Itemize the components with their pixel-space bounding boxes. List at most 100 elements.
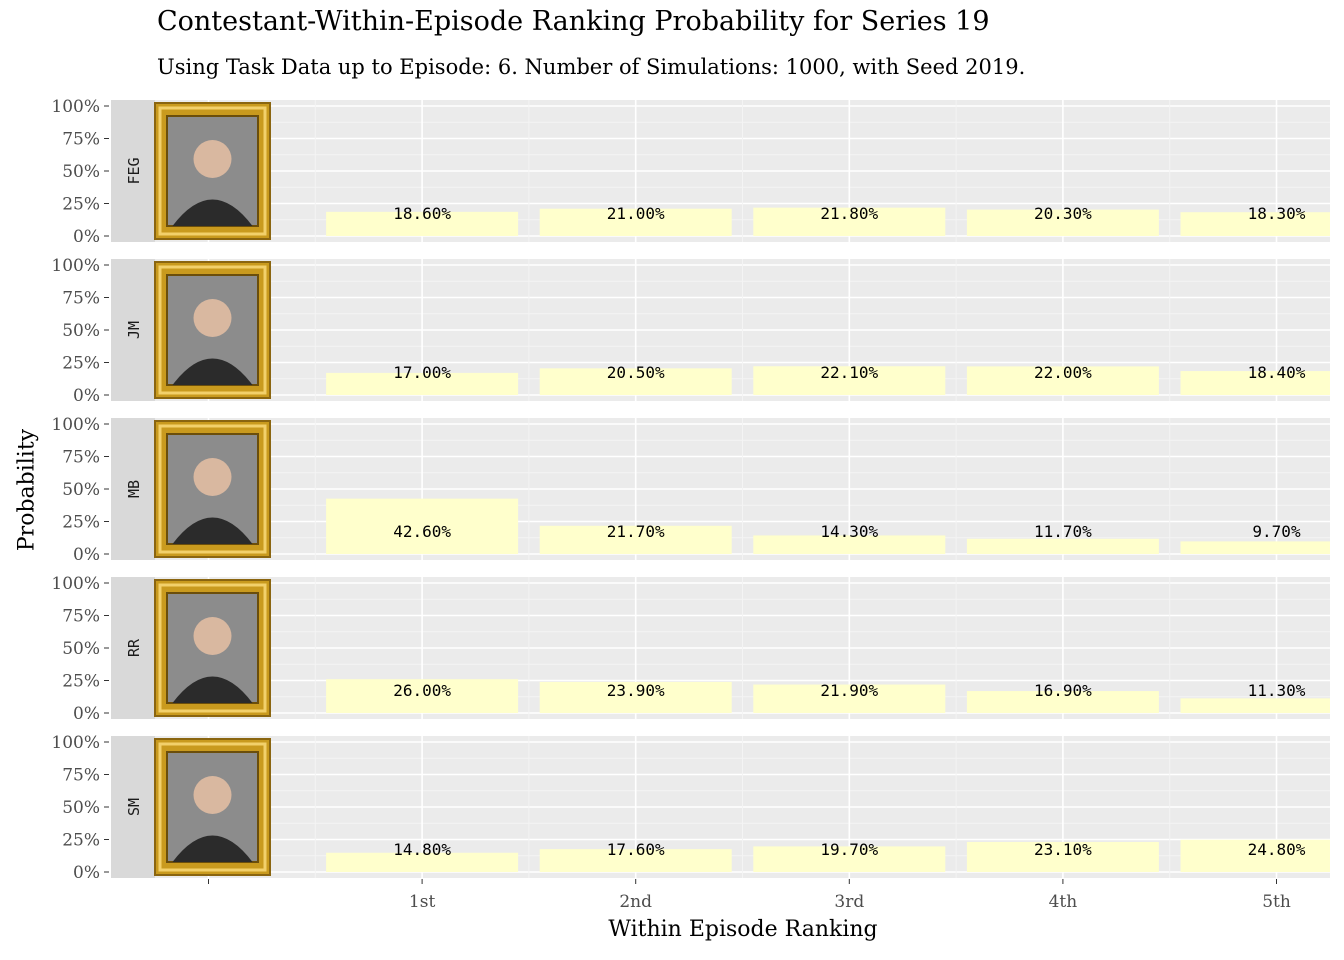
y-tick-label: 0% [73, 227, 100, 247]
facet-strip [111, 736, 155, 878]
portrait-head [193, 617, 232, 655]
facet-strip [111, 577, 155, 719]
portrait-frame-highlight [158, 742, 267, 872]
y-tick-label: 0% [73, 545, 100, 565]
bar-value-label: 17.60% [607, 840, 665, 859]
y-tick-label: 0% [73, 863, 100, 883]
bar [326, 372, 519, 395]
bar [326, 679, 519, 713]
bar-value-label: 22.00% [1034, 363, 1092, 382]
x-tick-label: 4th [1049, 892, 1078, 912]
bar-value-label: 21.00% [607, 204, 665, 223]
facet-sm: SM 0% 25% 50% 75% 100% 14.80% 17.60% 19.70% 23.10… [51, 733, 1330, 883]
bar [753, 684, 946, 713]
y-tick-label: 50% [62, 480, 100, 500]
bar-value-label: 20.50% [607, 363, 665, 382]
bar-value-label: 11.30% [1248, 681, 1306, 700]
bar [539, 368, 732, 395]
y-tick-label: 25% [62, 672, 100, 692]
portrait-head [193, 140, 232, 178]
bar-value-label: 17.00% [393, 363, 451, 382]
bar [1180, 839, 1330, 872]
bar [539, 525, 732, 554]
y-tick-label: 25% [62, 831, 100, 851]
y-tick-label: 75% [62, 766, 100, 786]
bar-value-label: 24.80% [1248, 840, 1306, 859]
y-axis-label: Probability [14, 428, 40, 552]
bar [1180, 541, 1330, 554]
bar-value-label: 42.60% [393, 522, 451, 541]
portrait-frame-highlight [158, 424, 267, 554]
y-tick-label: 75% [62, 607, 100, 627]
bar-value-label: 20.30% [1034, 204, 1092, 223]
x-tick-label: 3rd [834, 892, 864, 912]
y-tick-label: 50% [62, 639, 100, 659]
y-tick-label: 100% [51, 574, 100, 594]
bar-value-label: 26.00% [393, 681, 451, 700]
bar-value-label: 22.10% [820, 363, 878, 382]
chart-subtitle: Using Task Data up to Episode: 6. Number… [157, 55, 1026, 79]
bar [326, 498, 519, 554]
bar [753, 366, 946, 395]
bar-value-label: 9.70% [1252, 522, 1301, 541]
y-tick-label: 75% [62, 448, 100, 468]
bar-value-label: 23.90% [607, 681, 665, 700]
bar-value-label: 14.30% [820, 522, 878, 541]
bar-value-label: 14.80% [393, 840, 451, 859]
x-axis-label: Within Episode Ranking [608, 917, 878, 942]
bar [1180, 212, 1330, 236]
facet-strip-label: FEG [125, 157, 143, 184]
facet-jm: JM 0% 25% 50% 75% 100% 17.00% 20.50% 22.10% 22.00… [51, 256, 1330, 406]
y-tick-label: 0% [73, 704, 100, 724]
y-tick-label: 100% [51, 415, 100, 435]
y-tick-label: 100% [51, 97, 100, 117]
bar [326, 211, 519, 236]
bar [539, 681, 732, 713]
portrait-body [172, 835, 253, 862]
bar-value-label: 23.10% [1034, 840, 1092, 859]
portrait-head [193, 776, 232, 814]
bar [326, 852, 519, 872]
portrait-frame-highlight [158, 265, 267, 395]
y-tick-label: 50% [62, 162, 100, 182]
bar [539, 849, 732, 872]
facet-strip-label: RR [125, 638, 143, 657]
y-tick-label: 25% [62, 513, 100, 533]
bar-value-label: 21.70% [607, 522, 665, 541]
portrait-body [172, 676, 253, 703]
y-tick-label: 100% [51, 256, 100, 276]
x-tick-label: 1st [409, 892, 436, 912]
y-tick-label: 75% [62, 130, 100, 150]
bar-value-label: 21.80% [820, 204, 878, 223]
portrait-body [172, 199, 253, 226]
facet-strip [111, 259, 155, 401]
bar [966, 841, 1159, 872]
portrait-head [193, 299, 232, 337]
bar [539, 208, 732, 236]
bar [966, 366, 1159, 395]
bar [753, 846, 946, 872]
bar [966, 691, 1159, 713]
facet-strip [111, 418, 155, 560]
bar [966, 209, 1159, 236]
portrait-frame-highlight [158, 106, 267, 236]
bar [753, 535, 946, 554]
y-tick-label: 25% [62, 195, 100, 215]
portrait-head [193, 458, 232, 496]
y-tick-label: 0% [73, 386, 100, 406]
bar [753, 207, 946, 236]
portrait-body [172, 358, 253, 385]
y-tick-label: 50% [62, 798, 100, 818]
y-tick-label: 75% [62, 289, 100, 309]
bar-value-label: 19.70% [820, 840, 878, 859]
facet-rr: RR 0% 25% 50% 75% 100% 26.00% 23.90% 21.90% 16.90… [51, 574, 1330, 724]
facet-strip-label: SM [125, 798, 143, 816]
chart-title: Contestant-Within-Episode Ranking Probab… [157, 6, 990, 37]
bar-value-label: 11.70% [1034, 522, 1092, 541]
facet-feg: FEG 0% 25% 50% 75% 100% 18.60% 21.00% 21.80% 20.3… [51, 97, 1330, 247]
facet-strip-label: JM [125, 321, 143, 339]
x-tick-label: 5th [1262, 892, 1291, 912]
facet-mb: MB 0% 25% 50% 75% 100% 42.60% 21.70% 14.30% 11.70… [51, 415, 1330, 565]
x-tick-label: 2nd [619, 892, 652, 912]
